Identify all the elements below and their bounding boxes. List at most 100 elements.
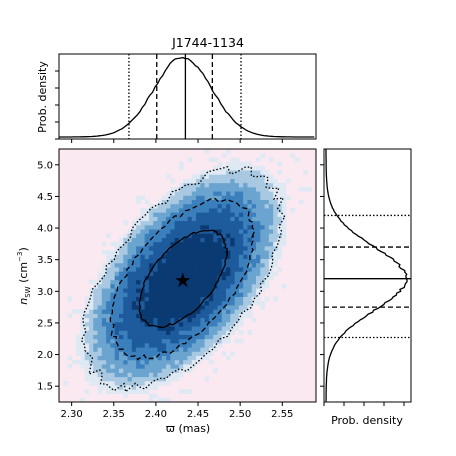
heatmap-cell [183, 347, 188, 352]
heatmap-cell [217, 330, 223, 335]
heatmap-cell [144, 262, 150, 268]
heatmap-cell [204, 241, 210, 247]
heatmap-cell [221, 233, 227, 238]
heatmap-cell [157, 288, 163, 293]
heatmap-cell [157, 279, 163, 285]
heatmap-cell [256, 271, 261, 276]
heatmap-cell [208, 250, 214, 255]
heatmap-cell [157, 224, 163, 230]
heatmap-cell [247, 203, 253, 209]
heatmap-cell [268, 186, 274, 192]
heatmap-cell [148, 342, 154, 348]
heatmap-cell [148, 338, 154, 344]
heatmap-cell [256, 216, 261, 222]
heatmap-cell [153, 334, 158, 340]
heatmap-cell [183, 283, 188, 289]
marginal-x-frame [58, 53, 317, 140]
heatmap-cell [247, 267, 253, 272]
heatmap-cell [166, 216, 171, 222]
heatmap-cell [106, 271, 111, 276]
heatmap-cell [118, 296, 124, 302]
heatmap-cell [238, 186, 244, 192]
heatmap-cell [123, 250, 128, 255]
heatmap-cell [166, 326, 171, 331]
heatmap-cell [131, 279, 137, 285]
heatmap-cell [174, 195, 180, 200]
heatmap-cell [127, 355, 133, 361]
heatmap-cell [196, 250, 201, 255]
heatmap-cell [97, 305, 103, 310]
heatmap-cell [260, 250, 265, 255]
heatmap-cell [187, 334, 193, 340]
heatmap-cell [153, 258, 158, 264]
heatmap-cell [136, 250, 141, 255]
heatmap-cell [148, 241, 154, 247]
heatmap-cell [97, 300, 103, 306]
heatmap-cell [217, 300, 223, 306]
heatmap-cell [217, 195, 223, 200]
heatmap-cell [251, 165, 257, 171]
heatmap-cell [178, 250, 184, 255]
heatmap-cell [247, 245, 253, 251]
heatmap-cell [247, 330, 253, 335]
heatmap-cell [208, 279, 214, 285]
heatmap-cell [260, 262, 265, 268]
heatmap-cell [191, 220, 197, 226]
heatmap-cell [67, 313, 73, 319]
y-tick-label: 2.0 [37, 350, 53, 361]
heatmap-cell [127, 326, 133, 331]
heatmap-cell [264, 220, 270, 226]
heatmap-cell [226, 229, 231, 234]
heatmap-cell [157, 250, 163, 255]
heatmap-cell [140, 212, 146, 217]
heatmap-cell [200, 321, 206, 327]
heatmap-cell [93, 334, 98, 340]
heatmap-cell [127, 376, 133, 382]
heatmap-cell [106, 300, 111, 306]
heatmap-cell [161, 364, 167, 369]
heatmap-cell [264, 296, 270, 302]
heatmap-cell [136, 229, 141, 234]
heatmap-cell [123, 326, 128, 331]
heatmap-cell [243, 288, 248, 293]
heatmap-cell [93, 376, 98, 382]
heatmap-cell [170, 262, 176, 268]
heatmap-cell [148, 368, 154, 373]
heatmap-cell [131, 233, 137, 238]
heatmap-cell [136, 347, 141, 352]
heatmap-cell [196, 279, 201, 285]
heatmap-cell [136, 262, 141, 268]
heatmap-cell [123, 389, 128, 394]
heatmap-cell [230, 279, 236, 285]
heatmap-cell [114, 271, 120, 276]
heatmap-cell [101, 364, 107, 369]
heatmap-cell [157, 258, 163, 264]
heatmap-cell [251, 233, 257, 238]
heatmap-cell [200, 347, 206, 352]
heatmap-cell [208, 347, 214, 352]
heatmap-cell [213, 170, 218, 175]
heatmap-cell [208, 342, 214, 348]
heatmap-cell [144, 389, 150, 394]
heatmap-cell [191, 245, 197, 251]
heatmap-cell [213, 275, 218, 281]
heatmap-cell [131, 250, 137, 255]
heatmap-cell [208, 182, 214, 188]
heatmap-cell [170, 271, 176, 276]
heatmap-cell [183, 191, 188, 196]
heatmap-cell [140, 283, 146, 289]
heatmap-cell [131, 338, 137, 344]
heatmap-cell [187, 364, 193, 369]
heatmap-cell [170, 220, 176, 226]
heatmap-cell [256, 203, 261, 209]
heatmap-cell [183, 254, 188, 260]
heatmap-cell [67, 355, 73, 361]
heatmap-cell [243, 161, 248, 167]
heatmap-cell [217, 233, 223, 238]
heatmap-cell [153, 355, 158, 361]
heatmap-cell [196, 355, 201, 361]
heatmap-cell [153, 321, 158, 327]
heatmap-cell [256, 174, 261, 179]
heatmap-cell [123, 267, 128, 272]
heatmap-cell [84, 309, 90, 314]
